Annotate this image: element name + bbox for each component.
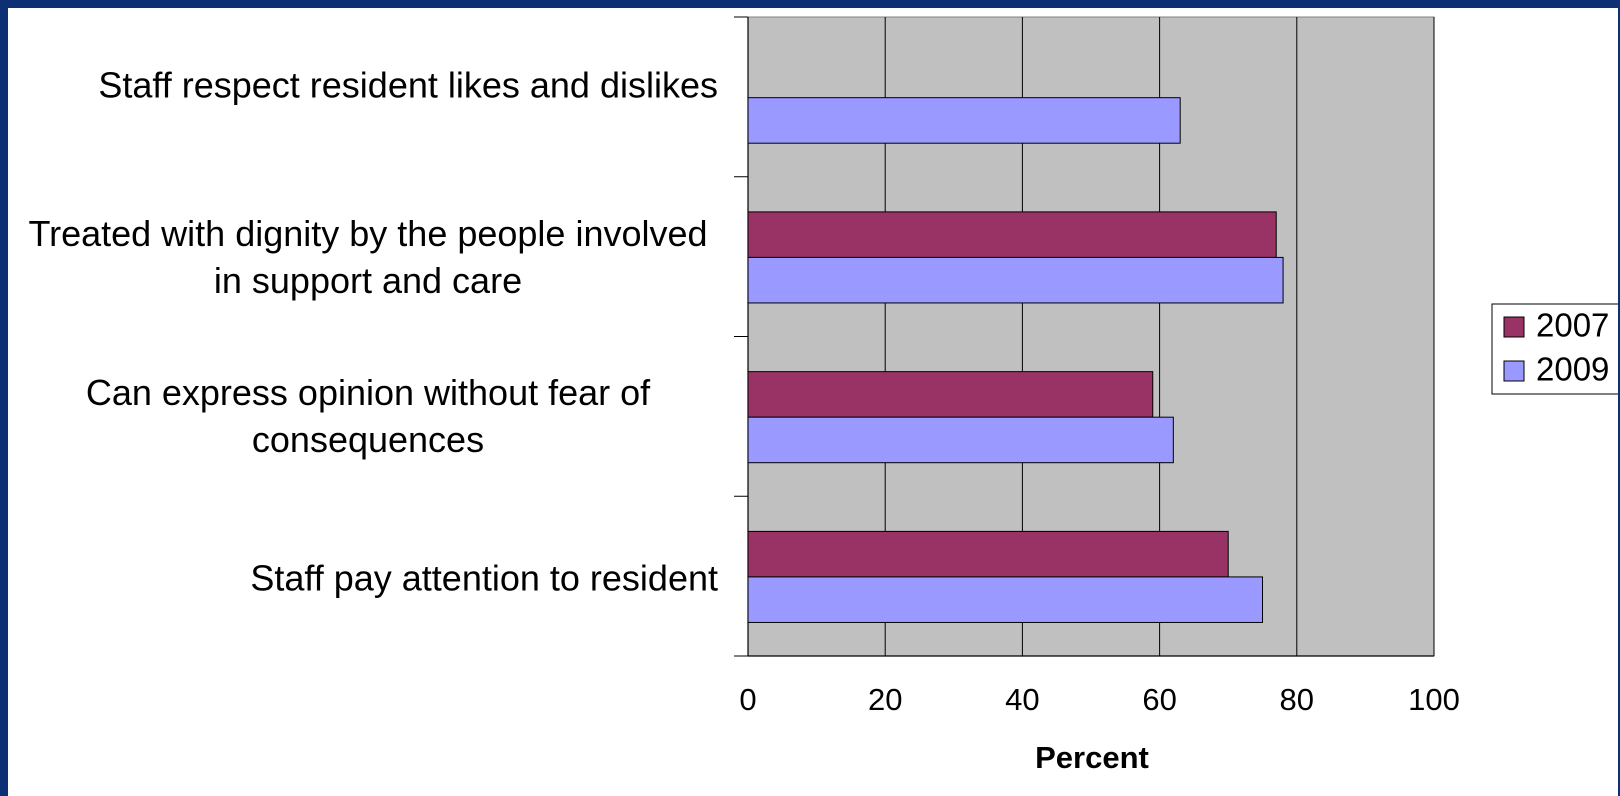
y-tick-label: Treated with dignity by the people invol… (28, 212, 708, 301)
chart-frame: Percent 0 20 40 60 80 100 2007 2009 Staff respe… (8, 8, 1618, 796)
legend-swatch (1503, 360, 1525, 382)
x-tick-label: 0 (739, 682, 756, 717)
legend-label: 2007 (1536, 307, 1609, 344)
y-tick-label: Staff pay attention to resident (250, 557, 718, 599)
legend-label: 2009 (1536, 351, 1609, 388)
bar (747, 576, 1263, 623)
y-tick-label: Can express opinion without fear of cons… (85, 372, 651, 461)
bar (747, 256, 1284, 304)
bar (747, 211, 1277, 258)
y-tick-label: Staff respect resident likes and dislike… (98, 64, 718, 106)
x-tick-label: 100 (1408, 682, 1460, 717)
bar (747, 371, 1154, 418)
bar (747, 97, 1181, 144)
x-tick-label: 20 (868, 682, 902, 717)
legend-swatch (1503, 316, 1525, 338)
x-tick-label: 40 (1005, 682, 1039, 717)
bar (747, 530, 1229, 578)
x-tick-label: 80 (1280, 682, 1314, 717)
bar (747, 416, 1174, 464)
x-axis-label: Percent (1035, 740, 1149, 775)
x-tick-label: 60 (1142, 682, 1176, 717)
chart: Percent 0 20 40 60 80 100 2007 2009 (734, 16, 1618, 775)
